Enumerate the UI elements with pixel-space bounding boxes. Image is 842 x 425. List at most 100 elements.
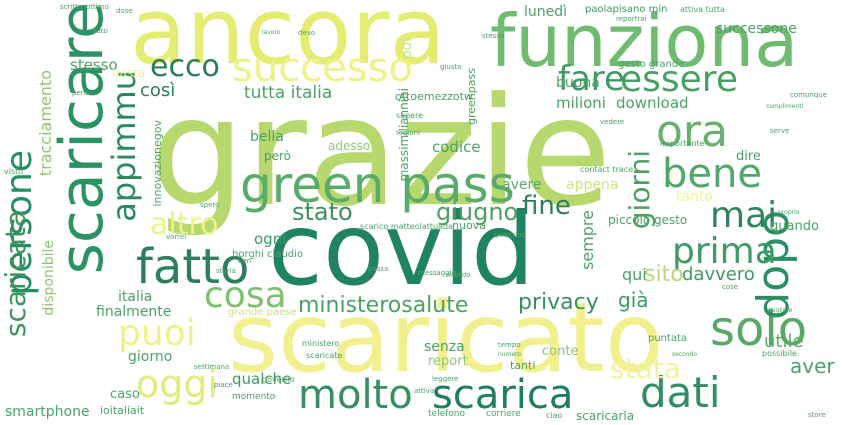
word-dato: dato (92, 27, 108, 35)
word-funziona: funziona (490, 0, 799, 83)
word-sempre: sempre (578, 210, 597, 270)
word-senza: senza (424, 339, 465, 355)
word-stesso: stesso (70, 56, 118, 74)
word-dire: dire (736, 149, 761, 164)
word-ogni: ogni (254, 230, 287, 248)
word-report: report (428, 354, 468, 369)
word-greenpass: greenpass (465, 68, 478, 125)
word-governo: governo (262, 375, 295, 384)
word-possa: possa (368, 265, 389, 273)
word-puoi: puoi (118, 313, 196, 354)
word-ecco: ecco (150, 49, 220, 84)
word-puntata: puntata (648, 333, 688, 344)
word-gia: già (618, 288, 649, 312)
word-milioni: milioni (556, 94, 606, 112)
word-sito: sito (644, 262, 684, 287)
word-ancora: ancora (130, 0, 446, 85)
word-ministero: ministero (302, 339, 340, 348)
word-italia: italia (118, 289, 153, 305)
word-molto: molto (298, 372, 413, 418)
word-basta: basta (112, 66, 146, 80)
word-aver: aver (790, 354, 835, 378)
word-utile: utile (764, 331, 804, 352)
word-complimenti: complimenti (766, 103, 804, 110)
word-storia: storia (216, 267, 236, 275)
word-grazie: grazie (150, 66, 612, 240)
word-scaricata: scaricata (0, 210, 32, 338)
word-scaricate: scaricate (306, 351, 343, 360)
word-leggere: leggere (432, 375, 459, 383)
word-paolapisano-min: paolapisano min (585, 4, 668, 15)
word-migliore: migliore (768, 307, 793, 314)
word-altro: altro (150, 207, 219, 242)
word-mai: mai (710, 195, 778, 236)
word-dati: dati (640, 368, 721, 417)
word-essere: essere (620, 59, 738, 100)
word-vedere: vedere (600, 118, 625, 126)
word-telefono: telefono (428, 409, 465, 419)
word-regioni: regioni (396, 129, 421, 137)
word-finalmente: finalmente (96, 304, 172, 320)
word-stata: stata (610, 352, 681, 385)
word-scarico-matteolattuada: scarico matteolattuada (360, 222, 453, 231)
word-sapere: sapere (396, 111, 424, 120)
word-lunedi: lunedì (524, 4, 568, 20)
word-importante: importante (660, 139, 705, 148)
word-successone: successone (716, 21, 797, 37)
word-scarica: scarica (432, 372, 574, 418)
word-prima: prima (672, 231, 777, 272)
word-giorno: giorno (128, 349, 173, 365)
word-giugno: giugno (436, 198, 519, 226)
word-corriere: corriere (486, 409, 521, 419)
word-davvero: davvero (682, 264, 755, 285)
word-covid: covid (268, 191, 535, 308)
word-penso: penso (72, 89, 94, 97)
word-appimmu: appimmu (105, 70, 143, 222)
word-qualcuno: qualcuno (494, 231, 527, 239)
word-qualche: qualche (232, 370, 292, 388)
word-oggi: oggi (136, 362, 219, 406)
word-piccolo-gesto: piccolo gesto (608, 213, 688, 227)
word-qui: qui (622, 265, 647, 284)
word-pero: però (264, 149, 292, 163)
word-ioitaliait: ioitaliait (100, 404, 145, 417)
word-privacy: privacy (518, 290, 599, 315)
word-green-pass: green pass (240, 156, 515, 214)
word-tempo: tempo (498, 341, 521, 349)
word-secondo: secondo (672, 351, 698, 358)
word-successo: successo (232, 45, 413, 91)
word-fatto: fatto (136, 239, 250, 295)
word-tracciamento: tracciamento (36, 70, 55, 177)
word-gesto-grande: gesto grande (618, 59, 685, 70)
word-store: store (808, 411, 826, 419)
word-spero: spero (200, 201, 220, 209)
word-codice: codice (432, 138, 481, 156)
word-disponibile: disponibile (41, 240, 57, 316)
word-quando: quando (770, 219, 819, 234)
word-stato: stato (292, 198, 353, 226)
word-serve: serve (770, 127, 790, 135)
word-piace: piace (214, 381, 233, 389)
word-bene: bene (662, 151, 762, 197)
word-tanto: tanto (676, 189, 713, 205)
word-appena: appena (566, 177, 619, 193)
word-cose: cose (722, 283, 739, 291)
word-visto: visto (4, 167, 24, 176)
word-fare: fare (558, 59, 625, 99)
word-devo: devo (298, 29, 316, 37)
word-grande-paese: grande paese (228, 307, 297, 318)
word-ora: ora (656, 106, 728, 157)
word-conte: conte (542, 344, 579, 359)
word-fine: fine (522, 191, 571, 221)
word-ciao: ciao (546, 411, 563, 420)
word-tanti: tanti (510, 359, 536, 372)
word-cosi: così (140, 80, 176, 101)
word-numero: numero (498, 351, 522, 358)
word-poi: poi (399, 38, 415, 60)
word-giusto: giusto (440, 63, 462, 71)
word-nuova: nuova (452, 219, 486, 232)
word-innovazionegov: innovazionegov (151, 120, 164, 207)
word-ottimo: ottimo (86, 3, 109, 11)
word-dose: dose (116, 7, 133, 15)
